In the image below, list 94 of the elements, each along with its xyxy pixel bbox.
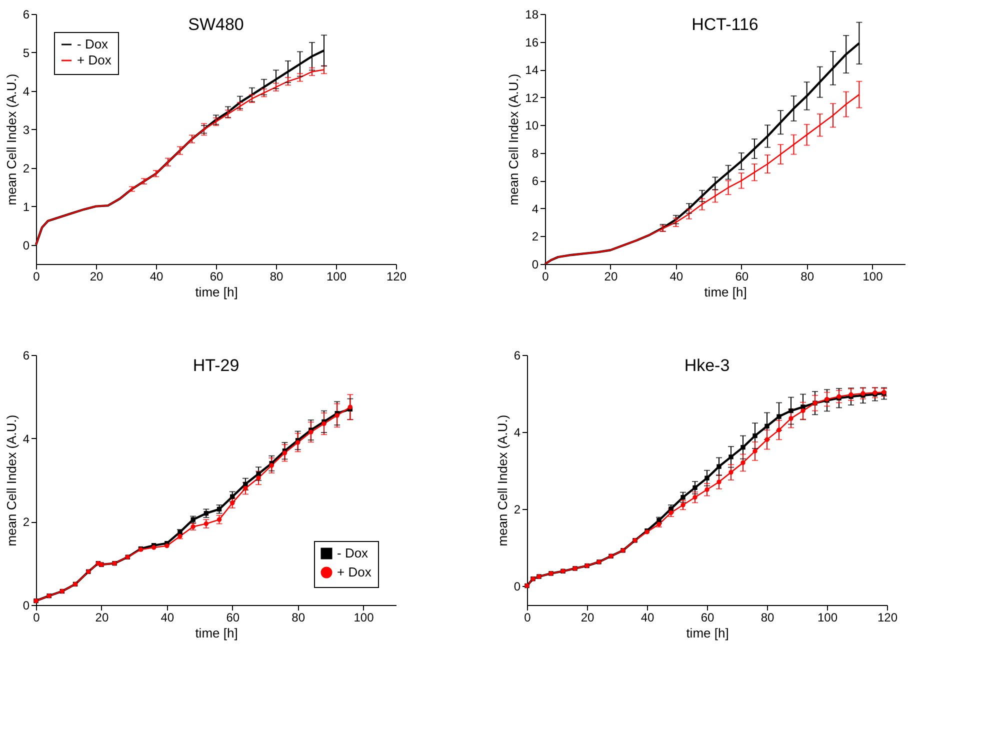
chart-title: SW480 bbox=[188, 15, 244, 34]
x-tick-label: 40 bbox=[640, 610, 654, 624]
y-tick-label: 2 bbox=[22, 515, 30, 530]
y-tick-label: 4 bbox=[22, 432, 30, 446]
x-axis-title: time [h] bbox=[686, 626, 729, 640]
point bbox=[716, 464, 722, 469]
point bbox=[800, 408, 806, 414]
x-tick-label: 100 bbox=[817, 610, 838, 624]
x-tick-label: 120 bbox=[877, 610, 898, 624]
point bbox=[230, 494, 235, 500]
y-tick-label: 3 bbox=[22, 122, 30, 137]
y-tick-label: 6 bbox=[22, 348, 30, 362]
point bbox=[704, 476, 710, 480]
x-tick-label: 60 bbox=[700, 610, 714, 624]
x-tick-label: 40 bbox=[670, 270, 684, 284]
x-axis-title: time [h] bbox=[704, 284, 747, 300]
x-tick-label: 0 bbox=[542, 270, 550, 284]
legend-label: - Dox bbox=[77, 36, 109, 52]
y-tick-label: 1 bbox=[22, 200, 30, 214]
legend-label: + Dox bbox=[337, 564, 372, 580]
point bbox=[230, 500, 235, 506]
point bbox=[680, 494, 686, 500]
x-tick-label: 120 bbox=[386, 270, 407, 284]
x-tick-label: 80 bbox=[800, 270, 814, 284]
x-tick-label: 20 bbox=[95, 610, 109, 624]
y-tick-label: 12 bbox=[525, 90, 539, 105]
y-tick-label: 0 bbox=[514, 579, 521, 594]
point bbox=[740, 460, 746, 466]
y-axis-title: mean Cell Index (A.U.) bbox=[4, 414, 19, 546]
x-tick-label: 40 bbox=[150, 270, 164, 284]
point bbox=[692, 494, 698, 500]
x-axis-title: time [h] bbox=[195, 626, 238, 640]
x-tick-label: 20 bbox=[90, 270, 104, 284]
point bbox=[776, 414, 782, 419]
y-tick-label: 8 bbox=[532, 146, 539, 160]
y-tick-label: 16 bbox=[525, 35, 539, 50]
x-tick-label: 80 bbox=[270, 270, 284, 284]
point bbox=[243, 486, 248, 491]
point bbox=[216, 517, 222, 522]
chart-title: Hke-3 bbox=[684, 356, 730, 375]
x-tick-label: 20 bbox=[580, 610, 594, 624]
point bbox=[243, 482, 248, 487]
y-tick-label: 14 bbox=[525, 63, 539, 78]
y-tick-label: 2 bbox=[514, 502, 521, 516]
y-tick-label: 18 bbox=[525, 8, 539, 22]
y-tick-label: 0 bbox=[22, 598, 30, 612]
y-tick-label: 4 bbox=[514, 425, 521, 440]
y-tick-label: 6 bbox=[532, 174, 539, 188]
y-tick-label: 6 bbox=[22, 8, 30, 22]
x-tick-label: 100 bbox=[354, 610, 374, 624]
chart-title: HCT-116 bbox=[692, 15, 758, 34]
point bbox=[716, 480, 722, 484]
y-tick-label: 6 bbox=[514, 348, 521, 362]
y-tick-label: 4 bbox=[532, 202, 539, 216]
point bbox=[322, 421, 326, 426]
point bbox=[680, 502, 686, 508]
point bbox=[752, 448, 758, 454]
x-axis-title: time [h] bbox=[195, 284, 238, 300]
point bbox=[164, 543, 170, 548]
x-tick-label: 100 bbox=[862, 270, 884, 284]
point bbox=[728, 454, 734, 460]
x-tick-label: 80 bbox=[292, 610, 306, 624]
x-tick-label: 20 bbox=[604, 270, 618, 284]
point bbox=[740, 444, 746, 450]
y-tick-label: 2 bbox=[22, 161, 30, 176]
x-tick-label: 40 bbox=[160, 610, 174, 624]
legend-label: - Dox bbox=[337, 546, 369, 560]
x-tick-label: 100 bbox=[326, 270, 347, 284]
point bbox=[256, 471, 261, 476]
chart-title: HT-29 bbox=[192, 356, 240, 375]
point bbox=[704, 487, 710, 492]
y-tick-label: 10 bbox=[525, 118, 539, 133]
point bbox=[764, 424, 770, 428]
y-axis-title: mean Cell Index (A.U.) bbox=[4, 74, 19, 206]
x-tick-label: 0 bbox=[33, 270, 40, 284]
x-tick-label: 60 bbox=[210, 270, 224, 284]
x-tick-label: 60 bbox=[226, 610, 240, 624]
y-axis-title: mean Cell Index (A.U.) bbox=[506, 74, 522, 206]
y-tick-label: 2 bbox=[532, 230, 539, 244]
point bbox=[256, 476, 261, 480]
y-tick-label: 4 bbox=[22, 84, 30, 98]
legend-label: + Dox bbox=[77, 52, 112, 68]
x-tick-label: 60 bbox=[735, 270, 749, 284]
point bbox=[788, 416, 794, 421]
x-tick-label: 80 bbox=[760, 610, 774, 624]
point bbox=[788, 408, 794, 414]
x-tick-label: 0 bbox=[33, 610, 40, 624]
point bbox=[692, 485, 698, 490]
y-tick-label: 0 bbox=[532, 258, 539, 272]
y-tick-label: 0 bbox=[22, 238, 30, 252]
point bbox=[752, 433, 758, 438]
point bbox=[728, 470, 734, 475]
y-axis-title: mean Cell Index (A.U.) bbox=[494, 414, 510, 546]
y-tick-label: 5 bbox=[22, 46, 30, 60]
